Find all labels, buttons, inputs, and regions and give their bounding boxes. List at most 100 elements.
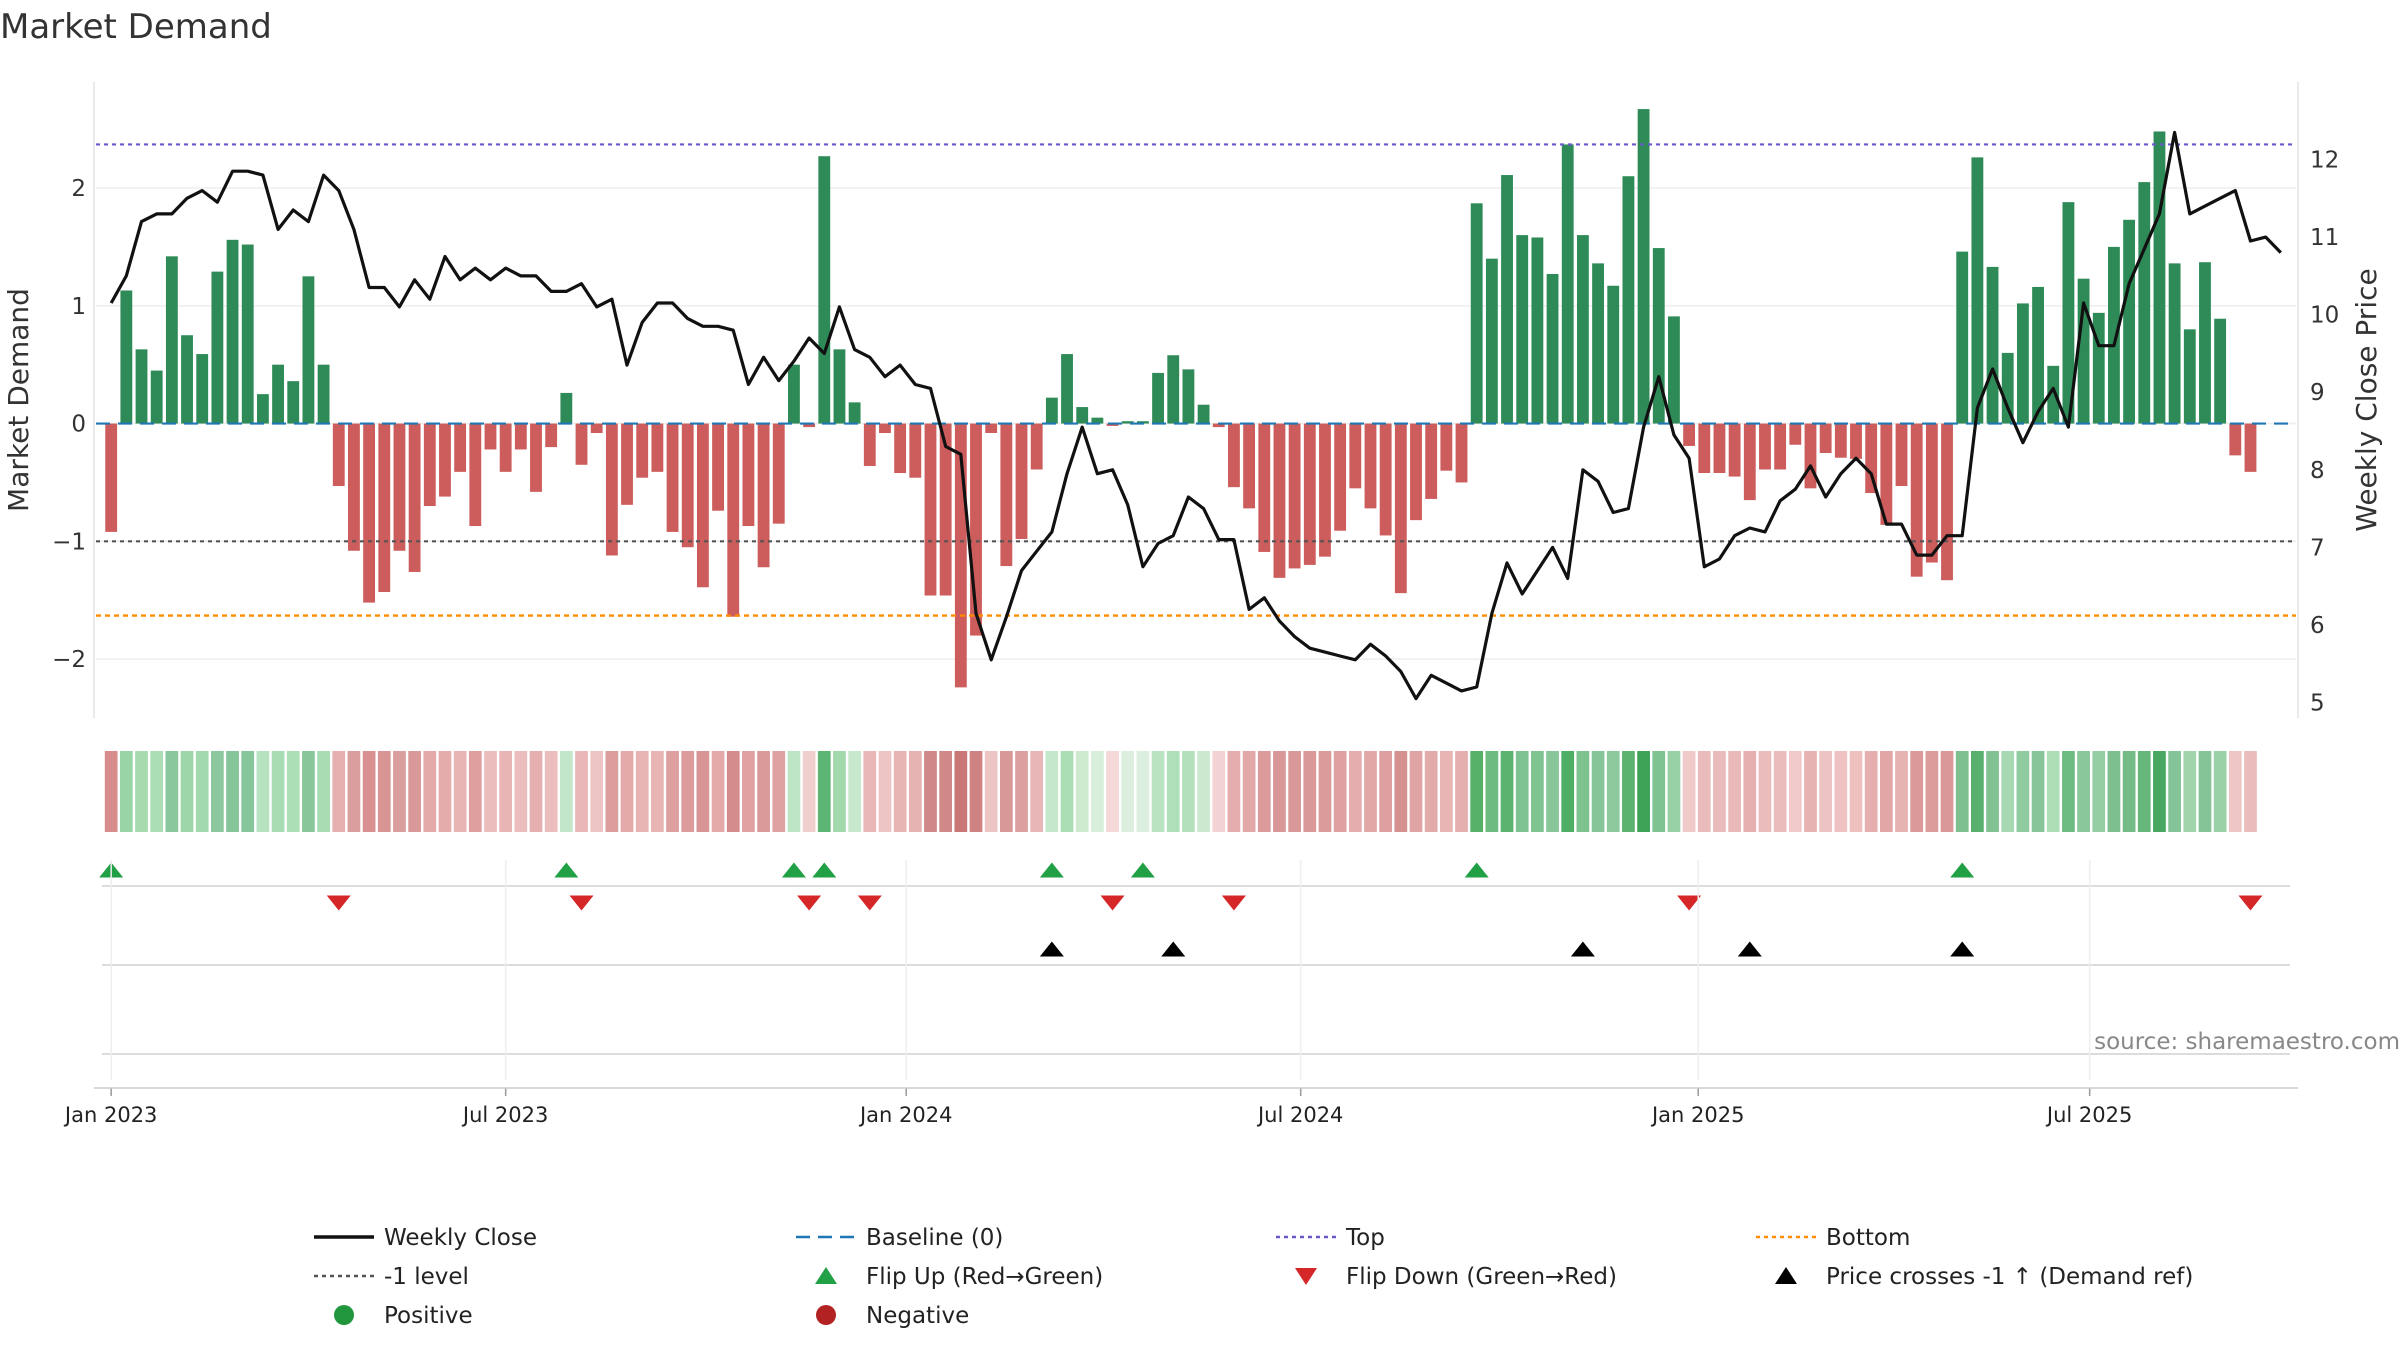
- legend-symbol-triangle-down: [1295, 1268, 1317, 1285]
- demand-bar: [1941, 423, 1953, 581]
- demand-bar: [120, 290, 133, 424]
- strip-cell: [438, 751, 452, 832]
- left-axis-label: Market Demand: [2, 288, 35, 512]
- demand-bar: [1394, 423, 1407, 594]
- strip-cell: [2107, 751, 2121, 832]
- demand-bar: [2168, 263, 2181, 424]
- strip-cell: [271, 751, 285, 832]
- demand-bar: [302, 276, 315, 424]
- demand-bar: [788, 364, 800, 424]
- demand-bar: [1076, 407, 1089, 424]
- demand-bar: [363, 423, 376, 603]
- strip-cell: [863, 751, 877, 832]
- demand-bar: [1683, 423, 1696, 446]
- strip-cell: [969, 751, 983, 832]
- demand-bar: [1167, 355, 1180, 424]
- demand-bar: [833, 349, 846, 424]
- demand-bar: [1865, 423, 1878, 494]
- demand-bar: [1576, 235, 1589, 424]
- demand-bar: [924, 423, 937, 596]
- demand-bar: [1288, 423, 1301, 569]
- strip-cell: [1136, 751, 1150, 832]
- demand-bar: [651, 423, 664, 472]
- right-tick-label: 9: [2310, 380, 2325, 406]
- strip-cell: [1424, 751, 1438, 832]
- strip-cell: [772, 751, 786, 832]
- demand-bar: [2062, 202, 2075, 424]
- demand-bar: [1319, 423, 1331, 557]
- demand-bar: [1410, 423, 1422, 521]
- demand-bar: [742, 423, 755, 527]
- strip-cell: [1075, 751, 1089, 832]
- strip-cell: [848, 751, 861, 832]
- strip-cell: [256, 751, 270, 832]
- demand-bar: [1440, 423, 1453, 471]
- legend-symbol-triangle-up: [1775, 1267, 1797, 1284]
- strip-cell: [2077, 751, 2090, 832]
- right-tick-label: 7: [2310, 535, 2325, 561]
- demand-bar: [1152, 372, 1164, 424]
- demand-bar: [1273, 423, 1286, 578]
- demand-bar: [1334, 423, 1347, 531]
- date-tick-label: Jul 2024: [1256, 1103, 1343, 1127]
- flip-down-marker: [569, 895, 594, 911]
- strip-cell: [1864, 751, 1878, 832]
- strip-cell: [1804, 751, 1817, 832]
- demand-bar: [863, 423, 876, 466]
- demand-bar: [2077, 278, 2090, 424]
- strip-cell: [2153, 751, 2166, 832]
- strip-cell: [1121, 751, 1135, 832]
- demand-bar: [165, 256, 178, 424]
- strip-cell: [104, 751, 118, 832]
- strip-cell: [1257, 751, 1271, 832]
- strip-cell: [924, 751, 937, 832]
- demand-bar: [2016, 303, 2029, 424]
- right-tick-label: 6: [2310, 613, 2325, 639]
- demand-bar: [150, 370, 163, 424]
- strip-cell: [180, 751, 194, 832]
- weekly-close-series: [109, 130, 2282, 701]
- strip-cell: [1091, 751, 1104, 832]
- demand-bar: [757, 423, 770, 568]
- strip-cell: [1470, 751, 1484, 832]
- strip-cell: [878, 751, 892, 832]
- strip-cell: [1591, 751, 1605, 832]
- strip-cell: [1971, 751, 1984, 832]
- strip-cell: [1318, 751, 1332, 832]
- strip-cell: [2001, 751, 2015, 832]
- flip-down-marker: [2238, 895, 2263, 911]
- legend-label: Top: [1345, 1225, 1385, 1251]
- demand-bar: [560, 392, 573, 424]
- demand-bar: [1106, 423, 1119, 426]
- strip-cell: [1895, 751, 1908, 832]
- strip-cell: [1273, 751, 1286, 832]
- strip-cell: [908, 751, 922, 832]
- demand-bar: [1698, 423, 1711, 474]
- strip-cell: [681, 751, 695, 832]
- demand-bar: [2138, 182, 2151, 424]
- demand-bar: [1728, 423, 1741, 477]
- strip-cell: [1060, 751, 1074, 832]
- strip-cell: [1697, 751, 1711, 832]
- strip-cell: [1879, 751, 1893, 832]
- demand-bar: [2092, 312, 2105, 424]
- price-cross-marker: [1039, 941, 1064, 957]
- right-tick-label: 10: [2310, 303, 2339, 329]
- strip-cell: [984, 751, 998, 832]
- strip-cell: [559, 751, 573, 832]
- flip-up-marker: [1039, 862, 1064, 878]
- left-tick-label: 0: [71, 412, 86, 438]
- strip-cell: [1849, 751, 1863, 832]
- strip-cell: [226, 751, 239, 832]
- demand-bar: [499, 423, 512, 472]
- flip-up-marker: [812, 862, 837, 878]
- demand-bar: [666, 423, 679, 532]
- flip-up-marker: [781, 862, 806, 878]
- strip-cell: [696, 751, 710, 832]
- strip-cell: [1728, 751, 1741, 832]
- strip-cell: [2198, 751, 2212, 832]
- strip-cell: [726, 751, 740, 832]
- strip-cell: [1986, 751, 1999, 832]
- legend-symbol-triangle-up: [815, 1267, 837, 1284]
